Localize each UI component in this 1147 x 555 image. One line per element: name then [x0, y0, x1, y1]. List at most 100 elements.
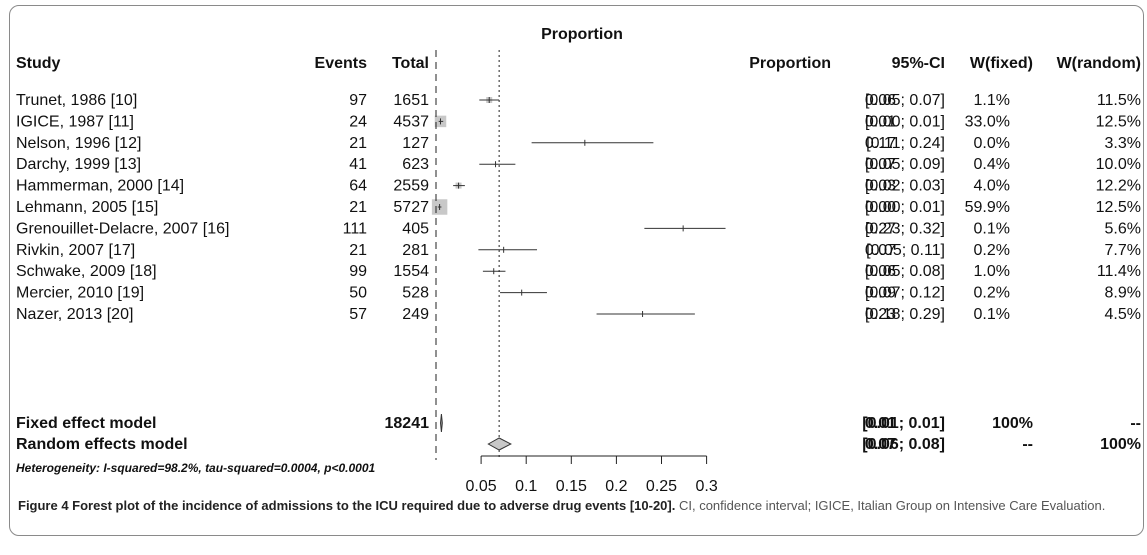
caption-text: CI, confidence interval; IGICE, Italian … — [675, 498, 1106, 513]
study-events: 21 — [349, 242, 367, 259]
study-w-fixed: 0.4% — [974, 156, 1010, 173]
fixed-model-label: Fixed effect model — [16, 415, 156, 432]
study-w-random: 12.2% — [1096, 178, 1141, 195]
study-ci: [0.18; 0.29] — [865, 306, 945, 323]
study-proportion: 0.01 — [865, 113, 896, 130]
study-w-random: 7.7% — [1105, 242, 1141, 259]
study-total: 2559 — [393, 178, 429, 195]
study-w-random: 11.4% — [1097, 263, 1141, 280]
header-proportion: Proportion — [749, 55, 831, 72]
x-tick-label: 0.2 — [605, 478, 627, 495]
x-tick-label: 0.15 — [556, 478, 587, 495]
fixed-model-total: 18241 — [385, 415, 430, 432]
study-proportion: 0.17 — [865, 135, 896, 152]
chart-title: Proportion — [541, 26, 623, 43]
study-name: Nazer, 2013 [20] — [16, 306, 133, 323]
random-effects-diamond — [487, 437, 512, 451]
study-ci: [0.05; 0.07] — [865, 92, 945, 109]
study-total: 623 — [402, 156, 429, 173]
study-ci: [0.02; 0.03] — [865, 178, 945, 195]
study-proportion: 0.06 — [865, 92, 896, 109]
header-w-fixed: W(fixed) — [970, 55, 1033, 72]
study-w-fixed: 0.0% — [974, 135, 1010, 152]
study-total: 405 — [402, 220, 429, 237]
x-tick-label: 0.3 — [695, 478, 717, 495]
fixed-model-proportion: 0.01 — [865, 415, 896, 432]
study-total: 5727 — [393, 199, 429, 216]
study-w-random: 3.3% — [1105, 135, 1141, 152]
study-w-fixed: 33.0% — [965, 113, 1010, 130]
study-w-fixed: 0.1% — [974, 220, 1010, 237]
study-ci: [0.05; 0.11] — [866, 242, 945, 259]
study-proportion: 0.06 — [865, 263, 896, 280]
study-name: Grenouillet-Delacre, 2007 [16] — [16, 220, 229, 237]
study-w-random: 8.9% — [1105, 285, 1141, 302]
study-events: 64 — [349, 178, 367, 195]
x-tick-label: 0.25 — [646, 478, 677, 495]
heterogeneity-text: Heterogeneity: I-squared=98.2%, tau-squa… — [16, 461, 375, 475]
study-w-fixed: 0.2% — [974, 285, 1010, 302]
study-name: IGICE, 1987 [11] — [16, 113, 134, 130]
study-name: Schwake, 2009 [18] — [16, 263, 157, 280]
study-proportion: 0.27 — [865, 220, 896, 237]
study-name: Hammerman, 2000 [14] — [16, 178, 184, 195]
study-w-random: 4.5% — [1105, 306, 1141, 323]
study-w-fixed: 0.1% — [974, 306, 1010, 323]
study-w-random: 11.5% — [1097, 92, 1141, 109]
study-ci: [0.00; 0.01] — [865, 199, 945, 216]
study-name: Lehmann, 2005 [15] — [16, 199, 158, 216]
caption-label: Figure 4 Forest plot of the incidence of… — [18, 498, 676, 513]
random-model-w-random: 100% — [1100, 436, 1141, 453]
header-events: Events — [315, 55, 368, 72]
fixed-model-ci: [0.01; 0.01] — [862, 415, 945, 432]
study-ci: [0.23; 0.32] — [865, 220, 945, 237]
fixed-model-w-random: -- — [1130, 415, 1141, 432]
study-total: 1651 — [393, 92, 429, 109]
study-w-random: 12.5% — [1096, 113, 1141, 130]
study-ci: [0.07; 0.12] — [865, 285, 945, 302]
study-total: 127 — [402, 135, 429, 152]
study-events: 111 — [343, 220, 367, 237]
study-w-random: 12.5% — [1096, 199, 1141, 216]
study-events: 41 — [349, 156, 367, 173]
study-w-fixed: 59.9% — [965, 199, 1010, 216]
study-proportion: 0.00 — [865, 199, 896, 216]
figure-caption: Figure 4 Forest plot of the incidence of… — [18, 496, 1138, 515]
study-ci: [0.11; 0.24] — [866, 135, 945, 152]
study-total: 4537 — [393, 113, 429, 130]
header-w-random: W(random) — [1057, 55, 1141, 72]
study-events: 97 — [349, 92, 367, 109]
study-name: Trunet, 1986 [10] — [16, 92, 137, 109]
header-ci: 95%-CI — [892, 55, 945, 72]
study-proportion: 0.07 — [865, 156, 896, 173]
random-model-ci: [0.06; 0.08] — [862, 436, 945, 453]
random-model-w-fixed: -- — [1022, 436, 1033, 453]
random-model-label: Random effects model — [16, 436, 188, 453]
study-ci: [0.05; 0.08] — [865, 263, 945, 280]
header-total: Total — [392, 55, 429, 72]
study-w-fixed: 0.2% — [974, 242, 1010, 259]
fixed-model-w-fixed: 100% — [992, 415, 1033, 432]
study-proportion: 0.03 — [865, 178, 896, 195]
study-w-random: 5.6% — [1105, 220, 1141, 237]
header-study: Study — [16, 55, 61, 72]
study-total: 281 — [402, 242, 429, 259]
study-proportion: 0.23 — [865, 306, 896, 323]
study-name: Rivkin, 2007 [17] — [16, 242, 135, 259]
study-events: 50 — [349, 285, 367, 302]
study-w-fixed: 1.1% — [974, 92, 1010, 109]
study-w-fixed: 1.0% — [974, 263, 1010, 280]
study-proportion: 0.07 — [865, 242, 896, 259]
study-total: 1554 — [393, 263, 429, 280]
forest-plot: Proportion Study Events Total Proportion… — [16, 26, 1141, 495]
study-name: Nelson, 1996 [12] — [16, 135, 141, 152]
study-w-random: 10.0% — [1096, 156, 1141, 173]
x-tick-label: 0.1 — [515, 478, 537, 495]
study-total: 249 — [402, 306, 429, 323]
study-events: 21 — [349, 199, 367, 216]
study-total: 528 — [402, 285, 429, 302]
fixed-effect-diamond — [440, 413, 443, 433]
study-events: 99 — [349, 263, 367, 280]
study-name: Mercier, 2010 [19] — [16, 285, 144, 302]
figure-frame — [9, 5, 1144, 536]
